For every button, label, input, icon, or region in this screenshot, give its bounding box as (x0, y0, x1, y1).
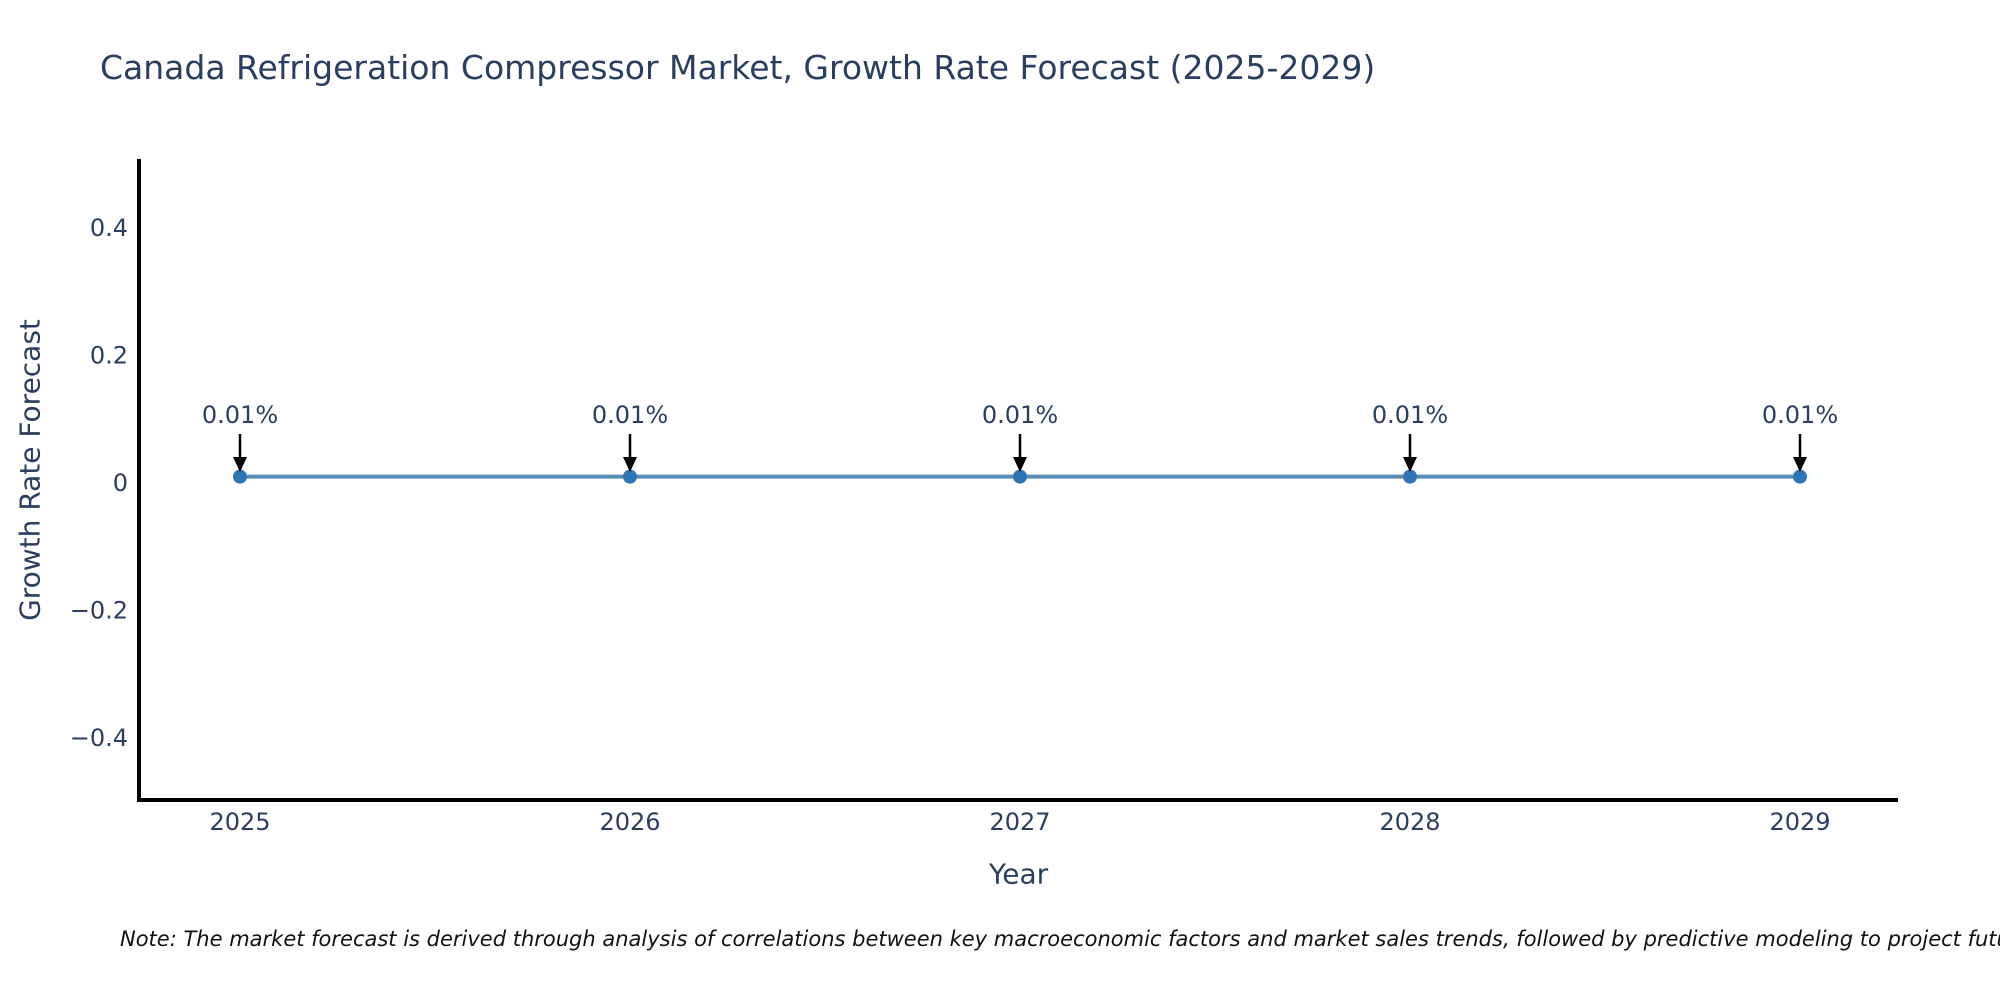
annotation-arrowhead-icon (1793, 457, 1807, 472)
data-point-marker (623, 469, 637, 484)
y-tick-label: 0.2 (90, 342, 128, 370)
x-tick-label: 2028 (1379, 808, 1440, 836)
annotation-arrowhead-icon (1013, 457, 1027, 472)
data-point-marker (1403, 469, 1417, 484)
data-point-marker (1013, 469, 1027, 484)
y-tick-label: −0.2 (70, 597, 128, 625)
y-axis-title: Growth Rate Forecast (14, 319, 47, 621)
x-tick-label: 2029 (1769, 808, 1830, 836)
annotation-arrowhead-icon (233, 457, 247, 472)
y-tick-label: 0 (113, 469, 128, 497)
annotation-label: 0.01% (592, 401, 668, 429)
annotation-label: 0.01% (982, 401, 1058, 429)
annotation-arrowhead-icon (623, 457, 637, 472)
annotation-arrowhead-icon (1403, 457, 1417, 472)
annotation-label: 0.01% (1762, 401, 1838, 429)
x-tick-label: 2026 (599, 808, 660, 836)
y-tick-label: −0.4 (70, 724, 128, 752)
annotation-label: 0.01% (1372, 401, 1448, 429)
x-axis-title: Year (988, 858, 1049, 891)
x-tick-label: 2027 (989, 808, 1050, 836)
footnote: Note: The market forecast is derived thr… (120, 927, 2000, 951)
data-point-marker (1793, 469, 1807, 484)
data-point-marker (233, 469, 247, 484)
y-tick-label: 0.4 (90, 214, 128, 242)
x-tick-label: 2025 (209, 808, 270, 836)
chart-title: Canada Refrigeration Compressor Market, … (100, 48, 1376, 87)
annotation-label: 0.01% (202, 401, 278, 429)
